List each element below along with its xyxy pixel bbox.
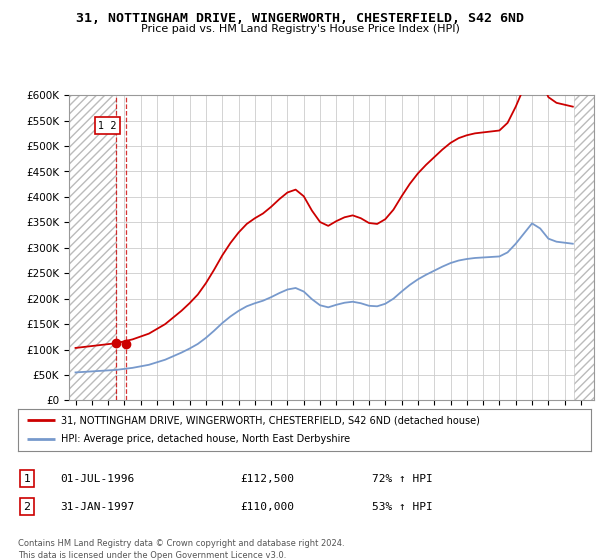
Text: 53% ↑ HPI: 53% ↑ HPI [372,502,433,512]
Text: 1  2: 1 2 [98,121,116,130]
Text: Contains HM Land Registry data © Crown copyright and database right 2024.
This d: Contains HM Land Registry data © Crown c… [18,539,344,559]
Text: £110,000: £110,000 [240,502,294,512]
Text: 31-JAN-1997: 31-JAN-1997 [60,502,134,512]
Text: £112,500: £112,500 [240,474,294,484]
Text: Price paid vs. HM Land Registry's House Price Index (HPI): Price paid vs. HM Land Registry's House … [140,24,460,34]
Text: 01-JUL-1996: 01-JUL-1996 [60,474,134,484]
Text: 31, NOTTINGHAM DRIVE, WINGERWORTH, CHESTERFIELD, S42 6ND (detached house): 31, NOTTINGHAM DRIVE, WINGERWORTH, CHEST… [61,415,480,425]
Text: 31, NOTTINGHAM DRIVE, WINGERWORTH, CHESTERFIELD, S42 6ND: 31, NOTTINGHAM DRIVE, WINGERWORTH, CHEST… [76,12,524,25]
Bar [574,95,594,400]
Text: 2: 2 [23,502,31,512]
Text: HPI: Average price, detached house, North East Derbyshire: HPI: Average price, detached house, Nort… [61,435,350,445]
Text: 1: 1 [23,474,31,484]
Text: 72% ↑ HPI: 72% ↑ HPI [372,474,433,484]
Bar [69,95,116,400]
